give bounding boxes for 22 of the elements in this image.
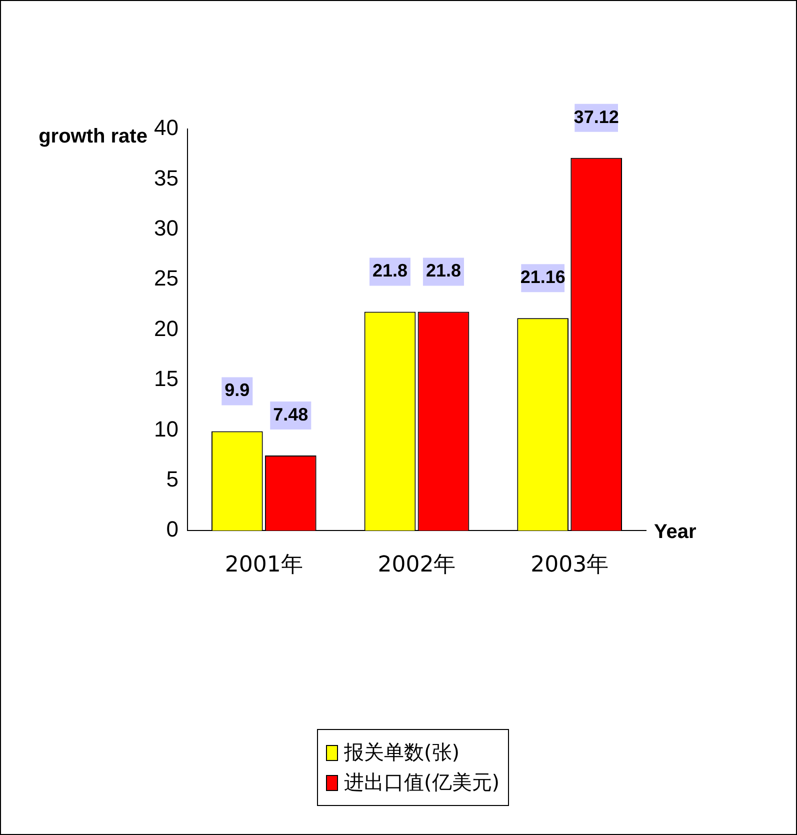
data-label: 9.9 (224, 380, 250, 400)
data-label: 21.8 (426, 260, 462, 281)
y-tick-label: 40 (154, 115, 178, 140)
data-label: 37.12 (574, 106, 619, 127)
y-tick-label: 15 (154, 366, 178, 392)
data-label: 7.48 (273, 404, 308, 424)
legend-label: 报关单数(张) (344, 739, 460, 766)
data-label: 21.16 (520, 267, 566, 288)
y-tick-label: 5 (166, 466, 178, 492)
x-tick-label: 2002年 (378, 552, 456, 578)
x-tick-label: 2001年 (224, 552, 303, 578)
y-tick-label: 30 (154, 215, 178, 240)
legend-label: 进出口值(亿美元) (344, 769, 500, 796)
y-axis-title: growth rate (38, 126, 148, 148)
data-label: 21.8 (372, 260, 408, 281)
y-tick-label: 35 (154, 165, 178, 190)
y-tick-label: 0 (166, 516, 178, 542)
y-tick-label: 10 (154, 416, 178, 442)
x-axis-title: Year (654, 521, 696, 544)
y-tick-label: 25 (154, 266, 178, 291)
x-tick-label: 2003年 (530, 552, 609, 578)
y-tick-label: 20 (154, 316, 178, 341)
